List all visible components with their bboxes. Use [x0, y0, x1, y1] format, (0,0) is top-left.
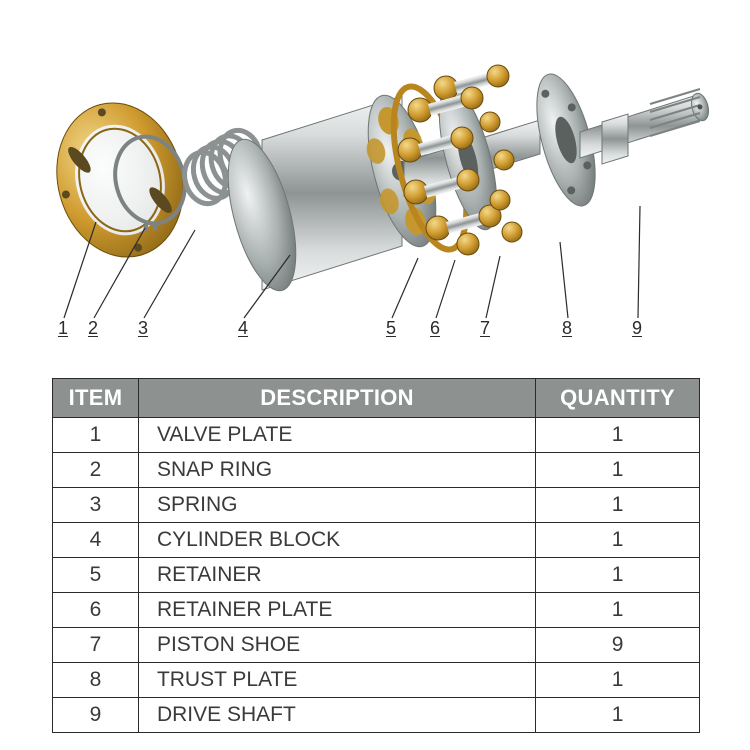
callout-9: 9 — [632, 318, 642, 339]
cell-qty: 1 — [536, 418, 700, 453]
col-item: ITEM — [53, 379, 139, 418]
cell-item: 6 — [53, 593, 139, 628]
cell-desc: VALVE PLATE — [138, 418, 535, 453]
callout-6: 6 — [430, 318, 440, 339]
callout-8: 8 — [562, 318, 572, 339]
cell-qty: 9 — [536, 628, 700, 663]
table-row: 1VALVE PLATE1 — [53, 418, 700, 453]
callout-3: 3 — [138, 318, 148, 339]
cell-desc: SPRING — [138, 488, 535, 523]
cell-desc: RETAINER — [138, 558, 535, 593]
cell-item: 1 — [53, 418, 139, 453]
valve-plate — [40, 89, 200, 272]
cell-desc: RETAINER PLATE — [138, 593, 535, 628]
exploded-diagram: 12 3 4 5 6 7 8 9 — [0, 0, 750, 370]
callout-5: 5 — [386, 318, 396, 339]
cell-qty: 1 — [536, 558, 700, 593]
table-row: 3SPRING1 — [53, 488, 700, 523]
cell-item: 2 — [53, 453, 139, 488]
cell-desc: CYLINDER BLOCK — [138, 523, 535, 558]
piston-shoe — [494, 150, 514, 170]
cell-qty: 1 — [536, 523, 700, 558]
cell-desc: SNAP RING — [138, 453, 535, 488]
piston-shoe — [490, 190, 510, 210]
table-row: 4CYLINDER BLOCK1 — [53, 523, 700, 558]
table-row: 9DRIVE SHAFT1 — [53, 698, 700, 733]
cell-item: 7 — [53, 628, 139, 663]
cell-desc: PISTON SHOE — [138, 628, 535, 663]
cell-qty: 1 — [536, 488, 700, 523]
col-description: DESCRIPTION — [138, 379, 535, 418]
cell-qty: 1 — [536, 593, 700, 628]
callout-1: 1 — [58, 318, 68, 339]
cell-desc: TRUST PLATE — [138, 663, 535, 698]
table-row: 2SNAP RING1 — [53, 453, 700, 488]
callout-7: 7 — [480, 318, 490, 339]
parts-table: ITEM DESCRIPTION QUANTITY 1VALVE PLATE12… — [52, 378, 700, 733]
table-row: 5RETAINER1 — [53, 558, 700, 593]
piston-shoe — [480, 112, 500, 132]
cell-item: 9 — [53, 698, 139, 733]
parts-svg — [0, 0, 750, 370]
table-row: 7PISTON SHOE9 — [53, 628, 700, 663]
cell-qty: 1 — [536, 453, 700, 488]
cell-qty: 1 — [536, 663, 700, 698]
col-quantity: QUANTITY — [536, 379, 700, 418]
drive-shaft — [580, 89, 711, 164]
cell-item: 4 — [53, 523, 139, 558]
cell-item: 8 — [53, 663, 139, 698]
callout-4: 4 — [238, 318, 248, 339]
callout-2: 2 — [88, 318, 98, 339]
table-header-row: ITEM DESCRIPTION QUANTITY — [53, 379, 700, 418]
cell-item: 5 — [53, 558, 139, 593]
cell-desc: DRIVE SHAFT — [138, 698, 535, 733]
table-row: 8TRUST PLATE1 — [53, 663, 700, 698]
table-row: 6RETAINER PLATE1 — [53, 593, 700, 628]
cell-qty: 1 — [536, 698, 700, 733]
cell-item: 3 — [53, 488, 139, 523]
